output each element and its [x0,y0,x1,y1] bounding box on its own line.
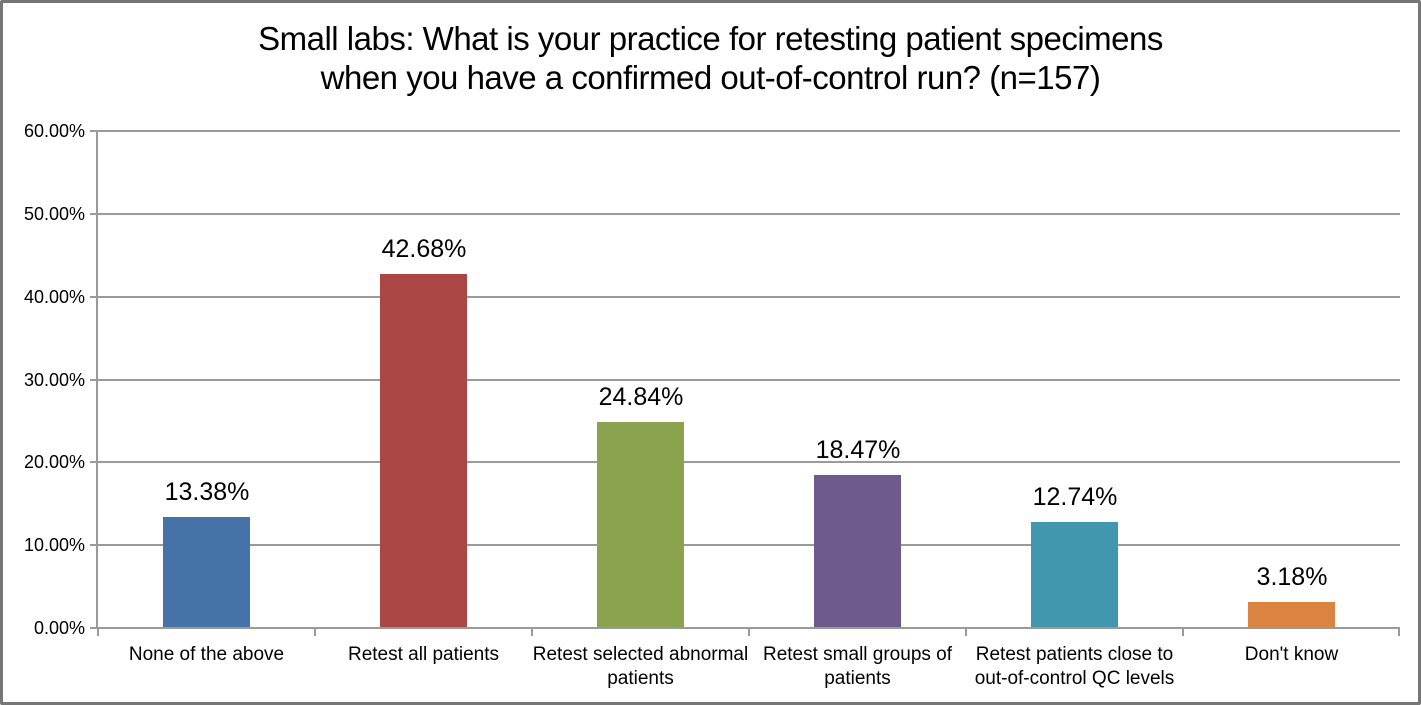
x-axis-tick [97,628,99,636]
bar-value-label: 13.38% [164,478,250,506]
chart-title-line-1: Small labs: What is your practice for re… [258,20,1163,57]
bar-retest-patients-close-to-out-of-control-qc-levels [1031,522,1118,628]
y-axis-tick-label: 50.00% [23,204,85,224]
x-axis-tick [748,628,750,636]
x-axis-category-label: None of the above [128,644,285,665]
bar-value-label: 3.18% [1256,563,1328,591]
chart-title-line-2: when you have a confirmed out-of-control… [320,59,1101,96]
bar-value-label: 24.84% [598,383,684,411]
y-axis-tick-label: 10.00% [23,535,85,555]
bar-retest-small-groups-of-patients [814,475,901,628]
bar-none-of-the-above [163,517,250,628]
y-axis-tick-label: 60.00% [23,121,85,141]
x-axis-category-label: Retest selected abnormal patients [532,644,749,689]
y-axis-tick [90,213,98,215]
y-axis-tick [90,296,98,298]
plot-area: 0.00% 10.00% 20.00% 30.00% 40.00% 50.00% 60.00… [3,3,1418,702]
y-axis-tick [90,461,98,463]
x-axis-category-label: Don't know [1244,644,1339,665]
bar-value-label: 12.74% [1032,483,1118,511]
x-axis-tick [1398,628,1400,636]
y-axis-tick [90,544,98,546]
y-axis-tick-label: 0.00% [33,618,85,638]
x-axis-tick [1182,628,1184,636]
x-axis-line [96,627,1400,629]
y-axis-tick [90,130,98,132]
y-axis-tick [90,627,98,629]
bar-retest-selected-abnormal-patients [597,422,684,628]
x-axis-tick [965,628,967,636]
bar-value-label: 18.47% [815,436,901,464]
gridline [98,544,1400,546]
x-axis-tick [531,628,533,636]
bar-value-label: 42.68% [381,235,467,263]
x-axis-category-label: Retest patients close to out-of-control … [974,644,1175,689]
gridline [98,130,1400,132]
y-axis-tick-label: 20.00% [23,452,85,472]
y-axis-line [96,131,98,628]
x-axis-tick [314,628,316,636]
chart-title: Small labs: What is your practice for re… [3,19,1418,97]
x-axis-category-label: Retest all patients [347,644,500,665]
gridline [98,379,1400,381]
y-axis-tick-label: 30.00% [23,370,85,390]
bar-don-t-know [1248,602,1335,628]
y-axis-tick-label: 40.00% [23,287,85,307]
x-axis-category-label: Retest small groups of patients [762,644,953,689]
y-axis-tick [90,379,98,381]
gridline [98,213,1400,215]
gridline [98,461,1400,463]
gridline [98,296,1400,298]
bar-retest-all-patients [380,274,467,628]
